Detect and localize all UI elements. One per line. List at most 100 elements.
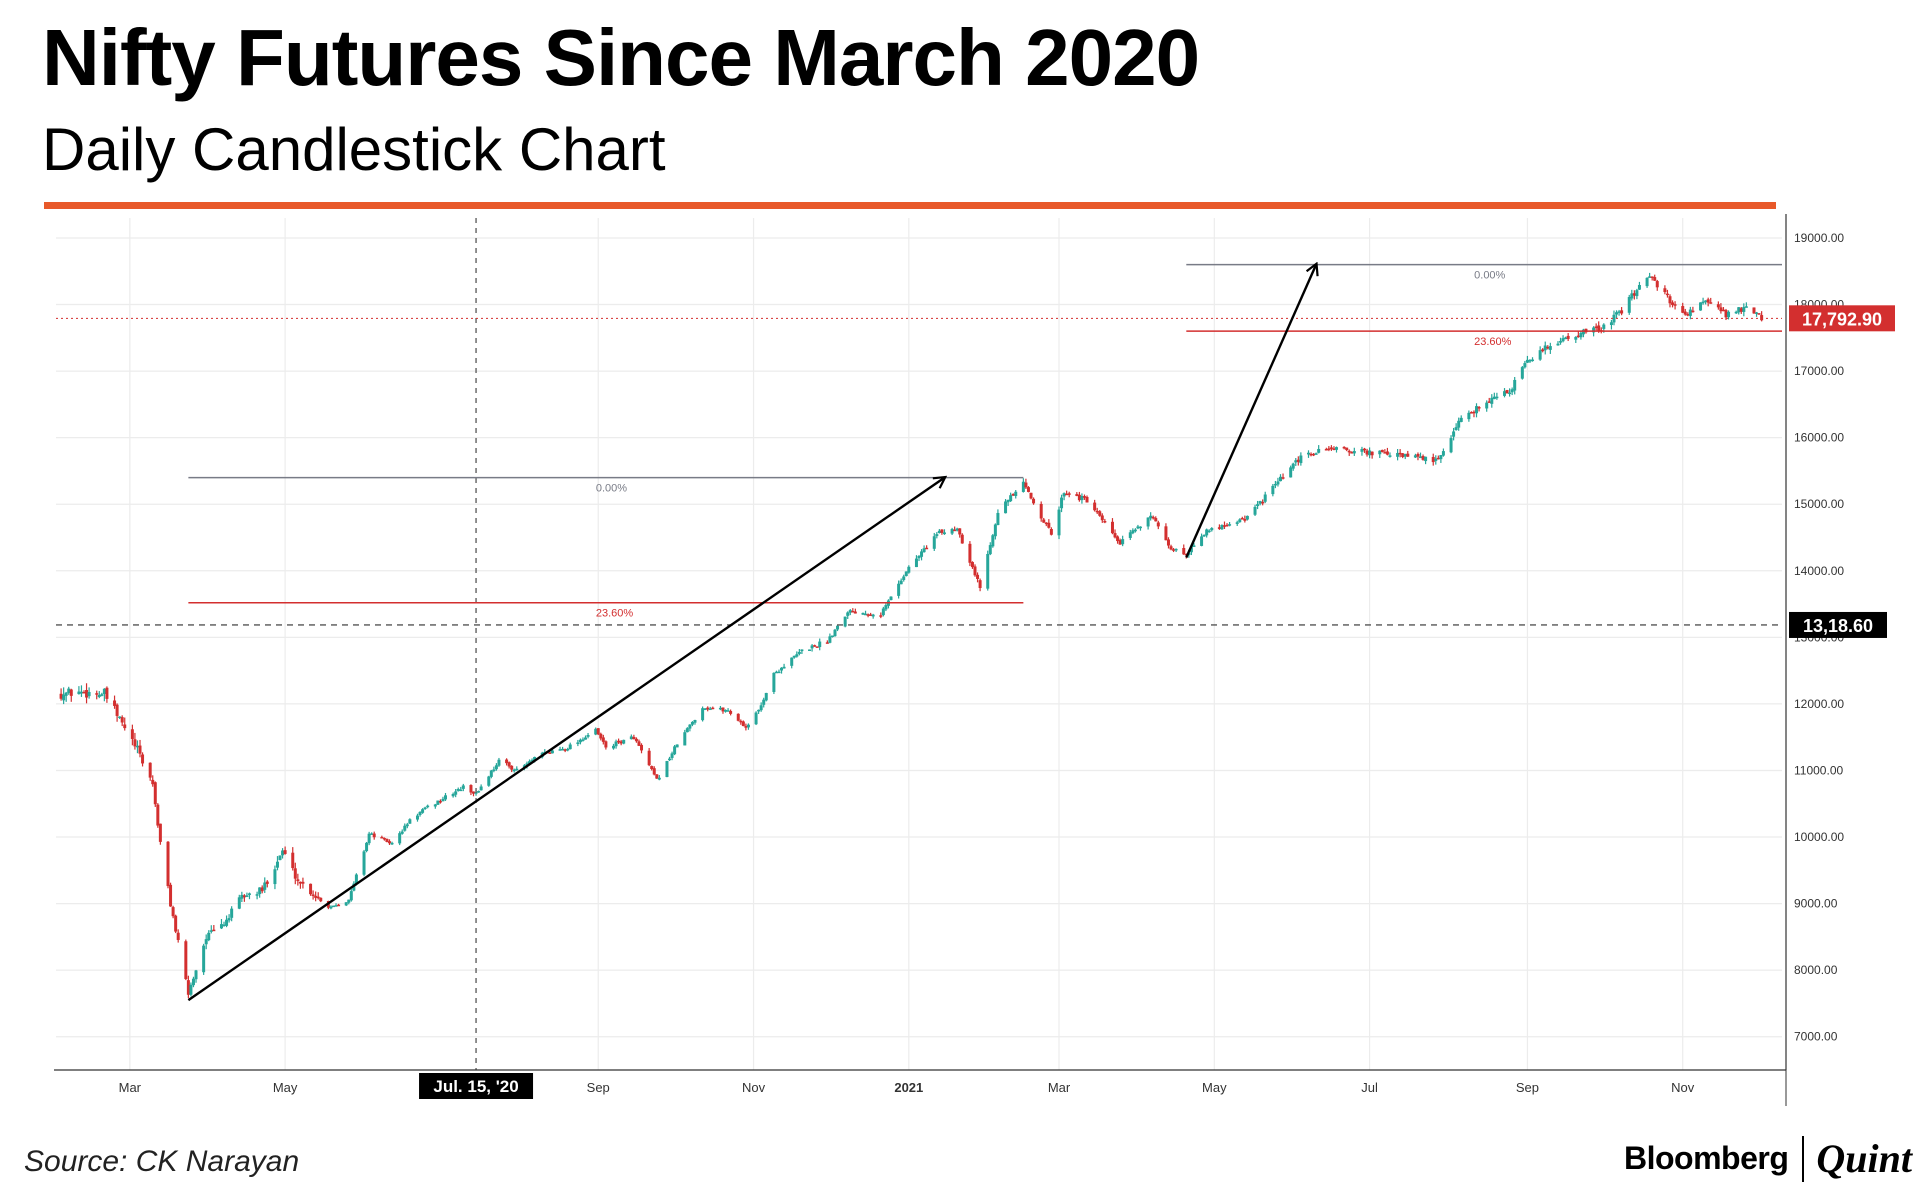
candle-body xyxy=(993,524,997,537)
candle-body xyxy=(736,713,740,721)
candle-body xyxy=(1289,467,1293,478)
candle-body xyxy=(1121,539,1125,545)
last-price-label: 17,792.90 xyxy=(1802,309,1882,329)
candle-body xyxy=(670,753,674,758)
candle-body xyxy=(1131,530,1135,534)
support-level-label: 13,18.60 xyxy=(1803,616,1873,636)
candle-body xyxy=(683,732,687,746)
candle-body xyxy=(489,770,493,777)
candle-body xyxy=(1263,494,1267,502)
support-level-tag xyxy=(1789,611,1887,638)
candle-body xyxy=(1133,529,1137,532)
candle-body xyxy=(105,687,109,699)
candle-body xyxy=(1296,459,1300,462)
candle-body xyxy=(1149,515,1153,519)
candle-body xyxy=(1739,308,1743,312)
candle-body xyxy=(634,738,638,742)
candle-body xyxy=(367,833,371,844)
candle-body xyxy=(1727,311,1731,318)
candle-body xyxy=(721,707,725,712)
candle-body xyxy=(1541,349,1545,352)
chart-title: Nifty Futures Since March 2020 xyxy=(42,13,1200,102)
candle-body xyxy=(316,896,320,899)
candle-body xyxy=(932,536,936,549)
candle-body xyxy=(1098,511,1102,516)
candle-body xyxy=(726,710,730,712)
candle-body xyxy=(1202,534,1206,537)
candle-body xyxy=(1156,522,1160,527)
x-tick-label: Sep xyxy=(1516,1080,1539,1095)
y-tick-label: 7000.00 xyxy=(1794,1030,1838,1044)
candle-body xyxy=(1485,402,1489,409)
candle-body xyxy=(1505,390,1509,394)
candle-body xyxy=(1686,314,1690,316)
candle-body xyxy=(148,762,152,778)
candle-body xyxy=(438,801,442,803)
candle-body xyxy=(512,769,516,772)
candle-body xyxy=(703,708,707,710)
candle-body xyxy=(739,720,743,723)
candle-body xyxy=(988,545,992,555)
candle-body xyxy=(441,798,445,802)
candle-body xyxy=(1548,346,1552,350)
candle-body xyxy=(1021,481,1025,492)
candle-body xyxy=(1314,453,1318,455)
candle-body xyxy=(757,709,761,712)
candle-body xyxy=(1665,293,1669,296)
candle-body xyxy=(986,553,990,589)
candle-body xyxy=(118,716,122,718)
candle-body xyxy=(204,939,208,945)
candle-body xyxy=(1508,392,1512,395)
candle-body xyxy=(1592,327,1596,333)
candle-body xyxy=(1352,451,1356,454)
candle-body xyxy=(219,924,223,929)
candle-body xyxy=(848,610,852,613)
candle-body xyxy=(1380,449,1384,453)
candle-body xyxy=(640,744,644,751)
candle-body xyxy=(1060,497,1064,509)
candle-body xyxy=(673,746,677,755)
candle-body xyxy=(655,774,659,779)
candle-body xyxy=(1538,350,1542,360)
candle-body xyxy=(166,841,170,887)
candle-body xyxy=(604,741,608,748)
candle-body xyxy=(1067,493,1071,495)
candle-body xyxy=(85,690,89,698)
y-tick-label: 12000.00 xyxy=(1794,697,1844,711)
y-tick-label: 19000.00 xyxy=(1794,231,1844,245)
candle-body xyxy=(230,908,234,918)
candle-body xyxy=(991,535,995,547)
candle-body xyxy=(1436,457,1440,460)
candle-body xyxy=(1406,453,1410,457)
candle-body xyxy=(808,649,812,651)
candle-body xyxy=(968,543,972,563)
crosshair-date-label: Jul. 15, '20 xyxy=(433,1077,518,1096)
candle-body xyxy=(706,707,710,710)
candle-body xyxy=(576,742,580,744)
candle-body xyxy=(1510,389,1514,393)
candle-body xyxy=(668,758,672,761)
candle-body xyxy=(1472,411,1476,414)
candle-body xyxy=(889,596,893,601)
candle-body xyxy=(1650,276,1654,278)
candle-body xyxy=(1342,446,1346,449)
candle-body xyxy=(169,884,173,907)
candle-body xyxy=(1617,311,1621,313)
candle-body xyxy=(774,671,778,674)
candle-body xyxy=(530,759,534,762)
candle-body xyxy=(242,895,246,898)
fib-level-label: 23.60% xyxy=(1474,336,1512,348)
candle-body xyxy=(558,749,562,751)
candle-body xyxy=(1024,482,1028,488)
candle-body xyxy=(443,795,447,800)
candle-body xyxy=(813,645,817,647)
candle-body xyxy=(701,708,705,721)
candle-body xyxy=(866,614,870,616)
candle-body xyxy=(1189,547,1193,553)
candle-body xyxy=(151,779,155,785)
candle-body xyxy=(390,842,394,845)
candle-body xyxy=(1683,311,1687,315)
candle-body xyxy=(311,894,315,896)
candle-body xyxy=(1164,526,1168,541)
candle-body xyxy=(153,782,157,805)
